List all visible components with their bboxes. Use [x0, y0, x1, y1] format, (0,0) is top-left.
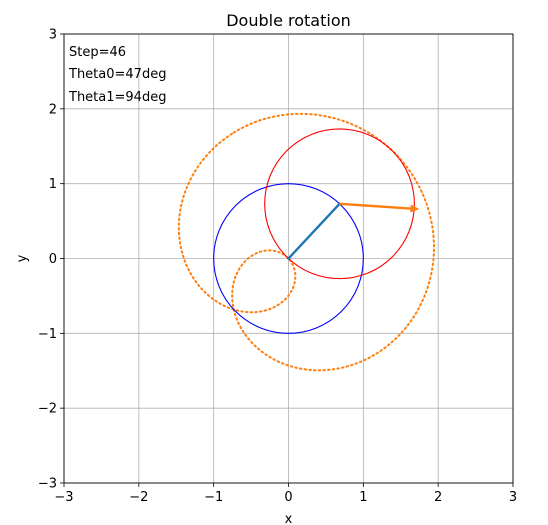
y-tick-label-6: 3 — [49, 28, 57, 43]
x-tick-label-3: 0 — [284, 490, 292, 505]
x-axis-ticks: −3 −2 −1 0 1 2 3 — [54, 483, 517, 505]
arm2-arrowhead — [410, 204, 420, 213]
x-tick-label-4: 1 — [359, 490, 367, 505]
x-tick-label-5: 2 — [434, 490, 442, 505]
arm1-line — [286, 202, 342, 261]
x-tick-label-1: −2 — [129, 490, 148, 505]
y-tick-label-3: 0 — [49, 252, 57, 267]
step-annotation: Step=46 — [69, 45, 126, 60]
trace-path — [177, 112, 435, 372]
theta1-annotation: Theta1=94deg — [68, 90, 166, 105]
x-tick-label-2: −1 — [204, 490, 223, 505]
theta0-annotation: Theta0=47deg — [68, 67, 166, 82]
chart-title: Double rotation — [226, 11, 351, 30]
rotation-circle-1 — [264, 128, 415, 280]
arm2-line — [339, 202, 411, 210]
y-axis-ticks: −3 −2 −1 0 1 2 3 — [38, 28, 64, 492]
x-tick-label-6: 3 — [509, 490, 517, 505]
y-tick-label-1: −2 — [38, 402, 57, 417]
y-tick-label-0: −3 — [38, 477, 57, 492]
y-tick-label-5: 2 — [49, 102, 57, 117]
x-tick-label-0: −3 — [54, 490, 73, 505]
x-axis-label: x — [285, 512, 293, 525]
y-axis-label: y — [15, 254, 30, 262]
y-tick-label-2: −1 — [38, 327, 57, 342]
rotation-circle-0 — [213, 183, 364, 334]
y-tick-label-4: 1 — [49, 177, 57, 192]
series-layer — [177, 112, 435, 372]
